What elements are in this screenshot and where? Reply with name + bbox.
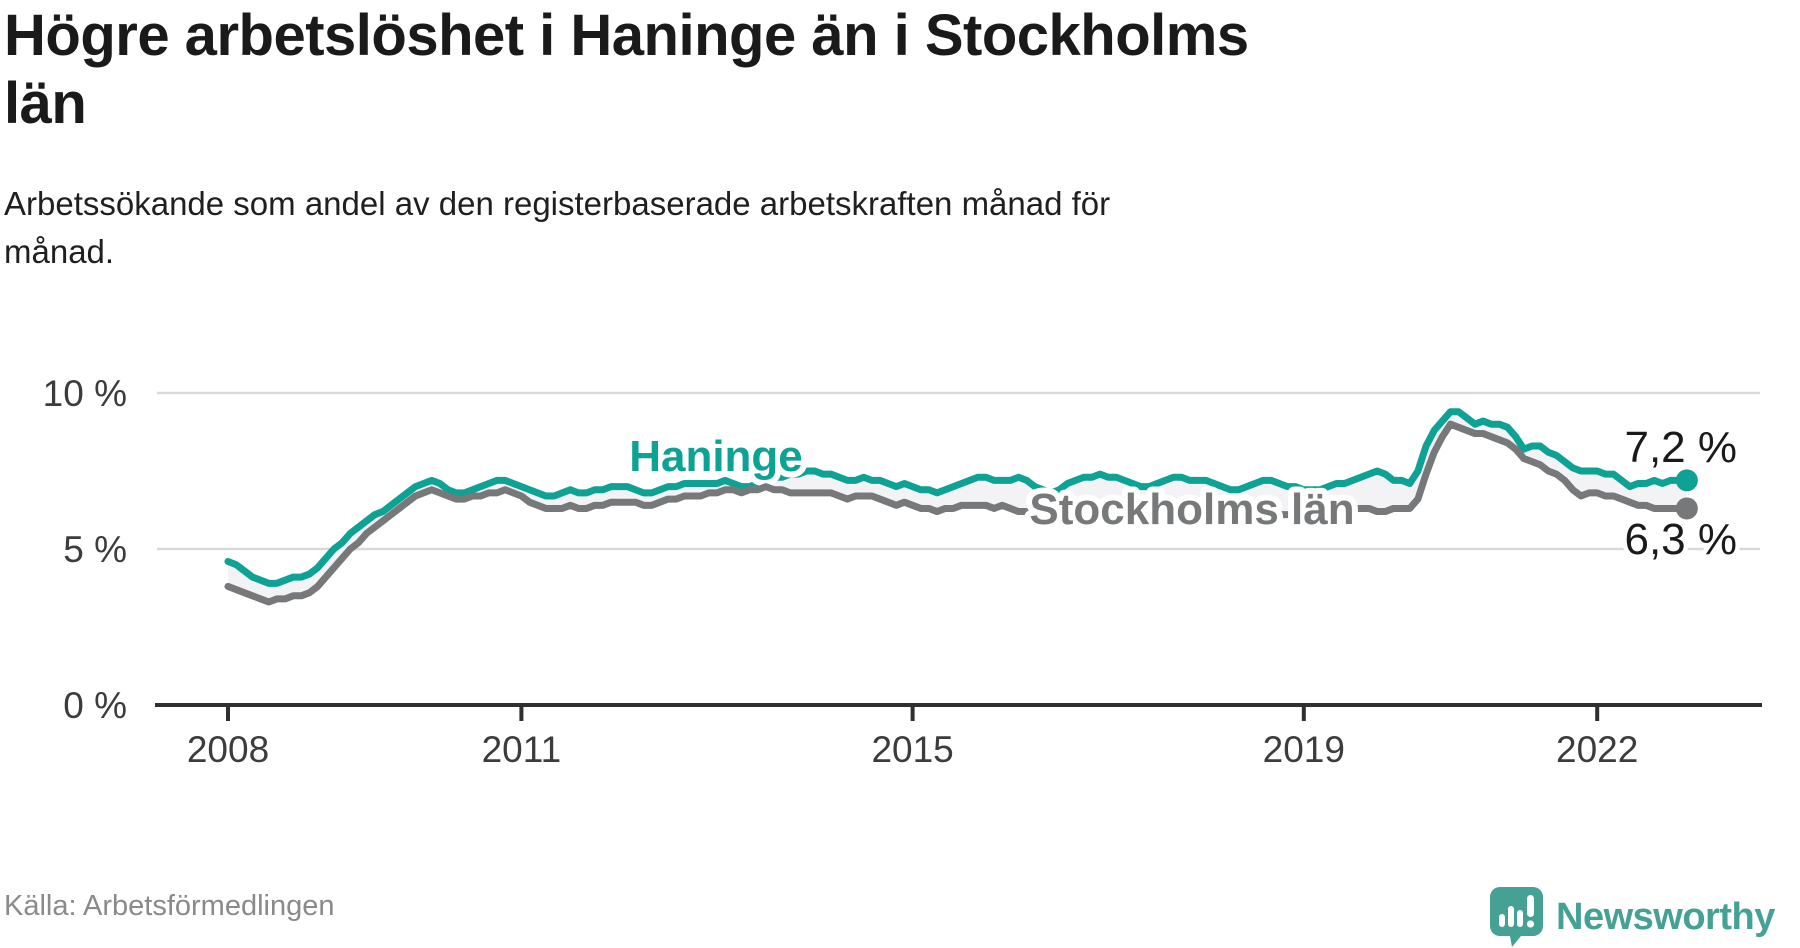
source-note: Källa: Arbetsförmedlingen — [4, 890, 335, 922]
chart-subtitle: Arbetssökande som andel av den registerb… — [4, 180, 1504, 276]
series-line-0 — [224, 408, 1691, 587]
logo-exclamation-bar — [1527, 895, 1534, 917]
x-axis-label-2019: 2019 — [1263, 729, 1345, 770]
brand-name: Newsworthy — [1556, 895, 1775, 938]
series-line-1 — [224, 420, 1691, 606]
subtitle-line-1: Arbetssökande som andel av den registerb… — [4, 185, 1111, 222]
logo-bar-3 — [1517, 910, 1523, 927]
series-end-value-label-1: 6,3 % — [1624, 515, 1737, 564]
y-axis-label-0: 0 % — [63, 685, 127, 726]
y-axis-label-10: 10 % — [43, 373, 127, 414]
x-axis-label-2022: 2022 — [1556, 729, 1638, 770]
x-axis-label-2015: 2015 — [871, 729, 953, 770]
series-end-value-label-0: 7,2 % — [1624, 423, 1737, 472]
newsworthy-speech-bubble-icon — [1490, 887, 1543, 947]
title-line-2: län — [4, 71, 87, 136]
series-name-label-1: Stockholms län — [1029, 485, 1354, 534]
logo-bar-1 — [1499, 914, 1505, 927]
title-line-1: Högre arbetslöshet i Haninge än i Stockh… — [4, 3, 1249, 68]
x-axis-label-2008: 2008 — [187, 729, 269, 770]
page-title: Högre arbetslöshet i Haninge än i Stockh… — [4, 2, 1564, 138]
newsworthy-logo: Newsworthy — [1490, 886, 1775, 948]
logo-bar-2 — [1508, 906, 1514, 927]
x-axis-label-2011: 2011 — [482, 729, 562, 770]
subtitle-line-2: månad. — [4, 233, 115, 270]
series-end-dot-0 — [1675, 469, 1698, 492]
series-name-label-0: Haninge — [629, 432, 803, 481]
y-axis-label-5: 5 % — [63, 529, 127, 570]
series-end-dot-1 — [1675, 497, 1698, 520]
logo-exclamation-dot — [1526, 920, 1535, 928]
